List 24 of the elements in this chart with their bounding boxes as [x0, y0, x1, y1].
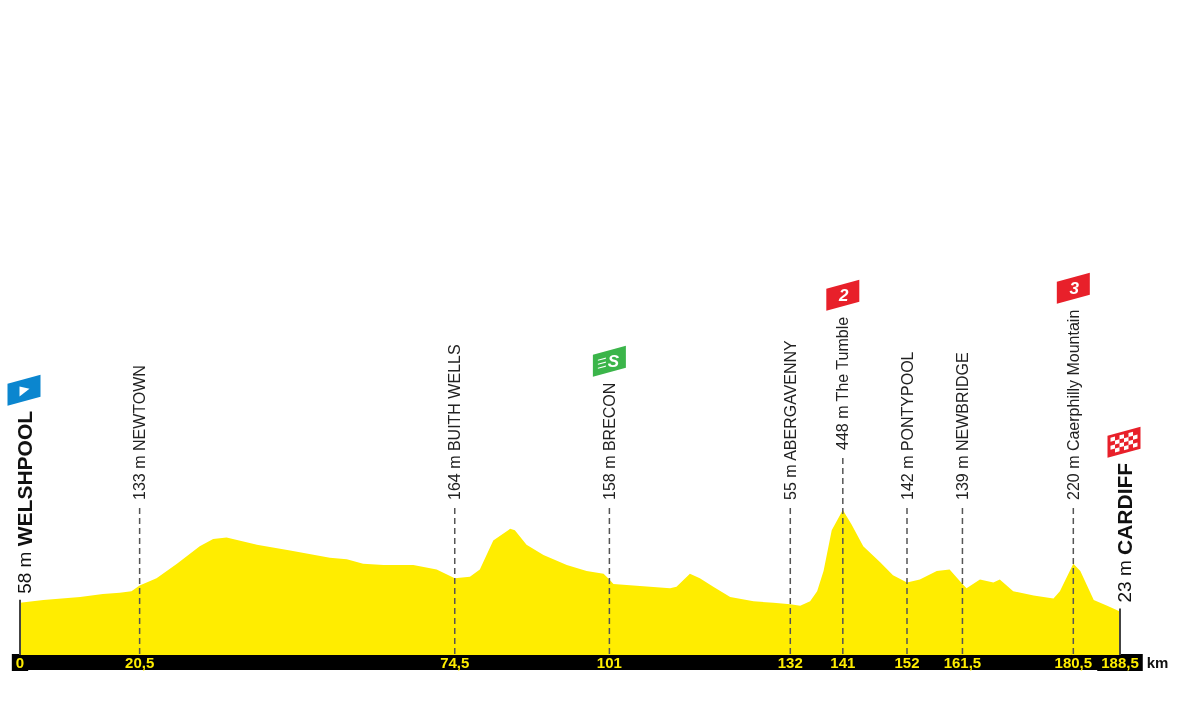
x-tick-label: 101: [596, 654, 622, 671]
ref-line-label: 58 m WELSHPOOL: [12, 410, 36, 594]
ref-line-label: 158 m BRECON: [600, 382, 618, 500]
x-tick-label: 152: [894, 654, 920, 671]
x-tick-label: 161,5: [943, 654, 982, 671]
ref-line-label: 448 m The Tumble: [834, 316, 852, 450]
text: 2: [838, 285, 850, 305]
text: S: [607, 351, 620, 371]
x-tick-label: 74,5: [440, 654, 470, 671]
ref-line-label: 220 m Caerphilly Mountain: [1064, 309, 1082, 500]
x-tick-label: 20,5: [125, 654, 155, 671]
x-tick-label: 141: [830, 654, 856, 671]
ref-line-label: 133 m NEWTOWN: [131, 365, 149, 500]
x-tick-label: 180,5: [1054, 654, 1093, 671]
x-tick-label: 132: [777, 654, 803, 671]
ref-line-label: 139 m NEWBRIDGE: [953, 352, 971, 500]
ref-line-label: 164 m BUITH WELLS: [446, 344, 464, 500]
ref-line-label: 142 m PONTYPOOL: [898, 351, 916, 500]
ref-line-label: 23 m CARDIFF: [1112, 462, 1136, 603]
ref-line-label: 55 m ABERGAVENNY: [781, 339, 799, 500]
x-axis-title: km: [1146, 654, 1169, 671]
x-tick-label: 0: [15, 654, 25, 671]
text: 3: [1069, 278, 1080, 298]
x-tick-label: 188,5: [1101, 654, 1139, 671]
